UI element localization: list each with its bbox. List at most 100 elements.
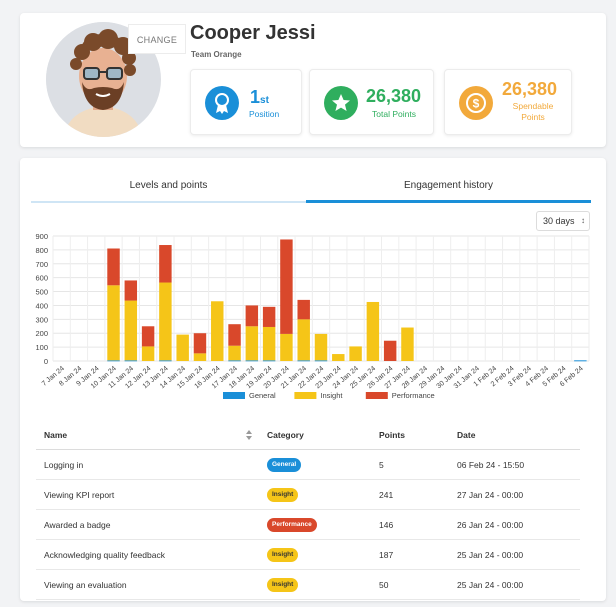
row-name: Logging in <box>44 460 84 470</box>
legend-label-insight: Insight <box>320 391 343 400</box>
sort-icon[interactable] <box>246 430 252 440</box>
bar-insight <box>401 327 414 361</box>
days-range-select[interactable]: 30 days ↕ <box>536 211 590 231</box>
bar-performance <box>245 305 259 327</box>
dollar-icon: $ <box>459 86 493 120</box>
bar-insight <box>141 346 155 361</box>
y-tick-label: 500 <box>35 288 48 297</box>
y-tick-label: 800 <box>35 246 48 255</box>
y-tick-label: 300 <box>35 315 48 324</box>
tab-underline-inactive <box>31 201 306 203</box>
profile-card: CHANGE Cooper Jessi Team Orange 1st Posi… <box>20 13 606 147</box>
y-tick-label: 600 <box>35 274 48 283</box>
y-tick-label: 900 <box>35 232 48 241</box>
bar-insight <box>107 285 120 361</box>
y-tick-label: 0 <box>44 357 48 366</box>
bar-general <box>314 360 328 362</box>
bar-insight <box>314 333 328 361</box>
bar-performance <box>124 280 138 301</box>
engagement-card: Levels and points Engagement history 30 … <box>20 158 606 601</box>
tab-levels-and-points[interactable]: Levels and points <box>129 180 208 191</box>
bar-insight <box>211 301 224 361</box>
row-date: 27 Jan 24 - 00:00 <box>457 490 524 500</box>
bar-general <box>297 360 310 362</box>
row-name: Awarded a badge <box>44 520 111 530</box>
bar-general <box>228 360 241 362</box>
header-name[interactable]: Name <box>44 430 68 440</box>
chevron-updown-icon: ↕ <box>581 216 585 225</box>
row-points: 146 <box>379 520 394 530</box>
table-header-row: Name Category Points Date <box>36 420 580 450</box>
days-range-value: 30 days <box>543 216 575 226</box>
category-badge: Performance <box>267 518 317 532</box>
award-icon <box>205 86 239 120</box>
legend-swatch-performance <box>365 392 388 399</box>
table-row[interactable]: Acknowledging quality feedback Insight 187… <box>36 540 580 570</box>
bar-general <box>574 360 587 362</box>
tab-engagement-history[interactable]: Engagement history <box>404 180 493 191</box>
y-tick-label: 400 <box>35 301 48 310</box>
team-name: Team Orange <box>191 50 242 59</box>
row-name: Viewing an evaluation <box>44 580 127 590</box>
row-name: Viewing KPI report <box>44 490 115 500</box>
row-date: 25 Jan 24 - 00:00 <box>457 580 524 590</box>
category-badge: Insight <box>267 578 299 592</box>
spendable-points-stat-card: $ 26,380 Spendable Points <box>444 69 572 135</box>
bar-general <box>245 360 259 362</box>
bar-general <box>262 360 276 362</box>
bar-performance <box>228 324 241 346</box>
bar-general <box>107 360 120 362</box>
bar-general <box>124 360 138 362</box>
bar-insight <box>280 333 293 361</box>
total-points-label: Total Points <box>372 109 416 119</box>
bar-insight <box>159 282 172 361</box>
row-date: 06 Feb 24 - 15:50 <box>457 460 525 470</box>
bar-performance <box>193 333 207 354</box>
y-tick-label: 700 <box>35 260 48 269</box>
table-row[interactable]: Awarded a badge Performance 146 26 Jan 24 -… <box>36 510 580 540</box>
avatar-illustration <box>46 22 160 137</box>
bar-insight <box>124 300 138 361</box>
spendable-points-value: 26,380 <box>502 79 558 99</box>
bar-performance <box>280 239 293 334</box>
legend-label-performance: Performance <box>392 391 435 400</box>
y-tick-label: 200 <box>35 329 48 338</box>
bar-performance <box>107 248 120 286</box>
spendable-points-label: Spendable Points <box>512 101 554 122</box>
table-row[interactable]: Viewing KPI report Insight 241 27 Jan 24 - … <box>36 480 580 510</box>
position-value: 1st <box>250 87 269 107</box>
legend-swatch-insight <box>294 392 317 399</box>
row-points: 50 <box>379 580 389 590</box>
category-badge: General <box>267 458 302 472</box>
change-avatar-button[interactable]: CHANGE <box>128 24 186 54</box>
bar-insight <box>228 345 241 361</box>
header-date[interactable]: Date <box>457 430 476 440</box>
bar-insight <box>349 346 362 361</box>
header-points[interactable]: Points <box>379 430 405 440</box>
position-stat-card: 1st Position <box>190 69 302 135</box>
bar-insight <box>193 353 207 361</box>
svg-text:$: $ <box>473 97 480 111</box>
bar-performance <box>297 299 310 320</box>
row-date: 25 Jan 24 - 00:00 <box>457 550 524 560</box>
bar-insight <box>245 326 259 361</box>
y-tick-label: 100 <box>35 343 48 352</box>
category-badge: Insight <box>267 488 299 502</box>
total-points-value: 26,380 <box>366 86 422 106</box>
category-badge: Insight <box>267 548 299 562</box>
bar-insight <box>262 326 276 361</box>
header-category[interactable]: Category <box>267 430 304 440</box>
table-row[interactable]: Logging in General 5 06 Feb 24 - 15:50 <box>36 450 580 480</box>
row-date: 26 Jan 24 - 00:00 <box>457 520 524 530</box>
row-points: 241 <box>379 490 394 500</box>
legend-swatch-general <box>223 392 245 399</box>
row-points: 187 <box>379 550 394 560</box>
table-row[interactable]: Viewing an evaluation Insight 50 25 Jan 24 … <box>36 570 580 600</box>
bar-performance <box>262 306 276 327</box>
bar-performance <box>141 326 155 347</box>
row-name: Acknowledging quality feedback <box>44 550 165 560</box>
legend-label-general: General <box>249 391 276 400</box>
tab-underline-active <box>306 200 591 203</box>
bar-insight <box>332 354 345 361</box>
bar-insight <box>297 319 310 361</box>
